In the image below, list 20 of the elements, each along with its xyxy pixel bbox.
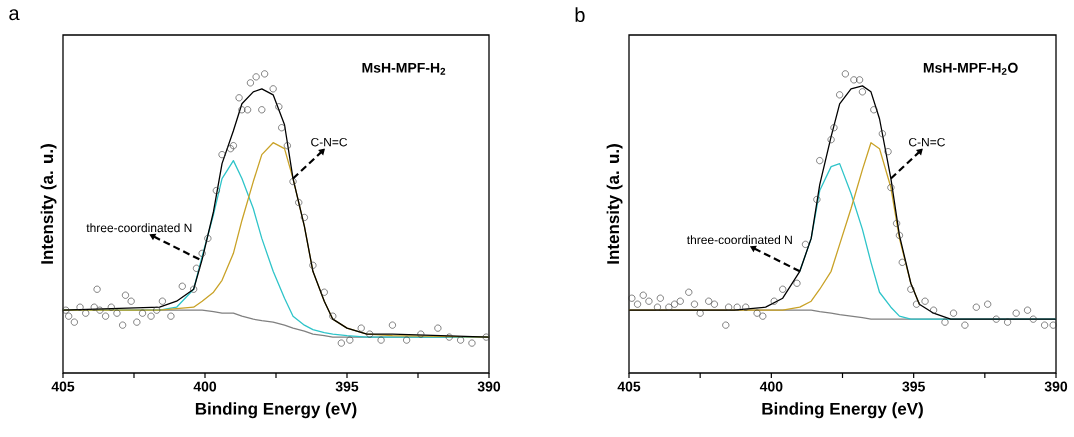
- y-axis-title: Intensity (a. u.): [606, 144, 623, 264]
- x-axis-title: Binding Energy (eV): [195, 402, 357, 419]
- x-axis-title: Binding Energy (eV): [762, 402, 923, 419]
- x-tick-label: 405: [51, 381, 75, 392]
- annotation: three-coordinated N: [686, 235, 792, 245]
- x-tick-label: 400: [193, 381, 217, 392]
- x-tick-label: 395: [902, 381, 925, 392]
- x-tick-label: 390: [1044, 381, 1068, 392]
- chart-title: MsH-MPF-H$_{2}$: [362, 62, 446, 75]
- text: a: [9, 9, 20, 21]
- x-tick-label: 405: [617, 381, 641, 392]
- x-tick-label: 400: [759, 381, 783, 392]
- annotation: three-coordinated N: [86, 223, 192, 233]
- annotation: C-N=C: [311, 137, 348, 147]
- y-axis-title: Intensity (a. u.): [40, 144, 57, 264]
- x-tick-label: 395: [335, 381, 359, 392]
- chart-title: MsH-MPF-H$_{2}$O: [923, 62, 1018, 75]
- annotation: C-N=C: [909, 137, 945, 147]
- text: b: [575, 7, 585, 23]
- x-tick-label: 390: [477, 381, 501, 392]
